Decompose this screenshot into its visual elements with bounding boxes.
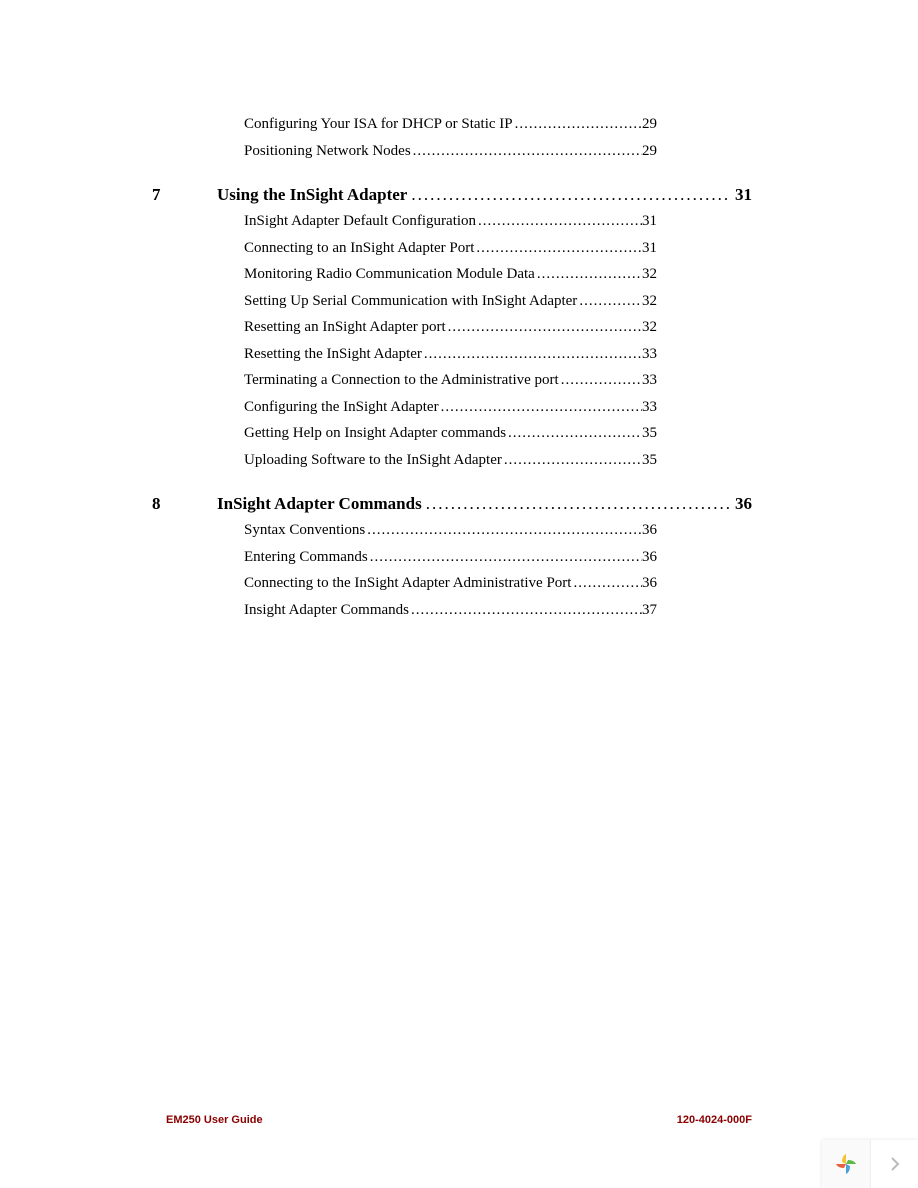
toc-chapter-title: Using the InSight Adapter: [217, 185, 407, 205]
toc-sub-title: Connecting to the InSight Adapter Admini…: [244, 574, 571, 594]
toc-chapter-title-wrap: Using the InSight Adapter ..............…: [217, 185, 752, 205]
toc-chapter-title-wrap: InSight Adapter Commands ...............…: [217, 494, 752, 514]
toc-sub-entry[interactable]: Resetting an InSight Adapter port ......…: [244, 318, 752, 338]
toc-chapter-row[interactable]: 8InSight Adapter Commands ..............…: [152, 494, 752, 514]
toc-sub-title: Resetting an InSight Adapter port: [244, 318, 446, 338]
toc-leader-dots: ........................................…: [422, 345, 642, 365]
toc-sub-page: 33: [642, 345, 752, 365]
toc-leader-dots: ........................................…: [439, 398, 642, 418]
toc-sub-page: 32: [642, 318, 752, 338]
toc-chapter-title: InSight Adapter Commands: [217, 494, 422, 514]
toc-sub-page: 32: [642, 292, 752, 312]
toc-chapter-number: 7: [152, 185, 217, 205]
toc-sub-entry[interactable]: Insight Adapter Commands ...............…: [244, 601, 752, 621]
toc-sub-title: Terminating a Connection to the Administ…: [244, 371, 559, 391]
toc-sub-entry[interactable]: Positioning Network Nodes ..............…: [244, 142, 752, 162]
toc-leader-dots: ........................................…: [368, 548, 642, 568]
toc-leader-dots: ........................................…: [535, 265, 642, 285]
toc-sub-page: 35: [642, 424, 752, 444]
toc-sub-page: 36: [642, 574, 752, 594]
toc-chapter-number: 8: [152, 494, 217, 514]
toc-sub-entry[interactable]: Connecting to an InSight Adapter Port ..…: [244, 239, 752, 259]
page-footer: EM250 User Guide 120-4024-000F: [166, 1114, 752, 1126]
toc-sub-entry[interactable]: InSight Adapter Default Configuration ..…: [244, 212, 752, 232]
toc-chapter-page: 36: [731, 494, 752, 514]
toc-sub-title: Setting Up Serial Communication with InS…: [244, 292, 577, 312]
intro-entries: Configuring Your ISA for DHCP or Static …: [152, 115, 752, 161]
toc-sub-entry[interactable]: Terminating a Connection to the Administ…: [244, 371, 752, 391]
toc-leader-dots: ........................................…: [365, 521, 642, 541]
toc-leader-dots: ........................................…: [577, 292, 642, 312]
toc-sub-entry[interactable]: Resetting the InSight Adapter ..........…: [244, 345, 752, 365]
toc-sub-page: 36: [642, 521, 752, 541]
toc-sub-entry[interactable]: Getting Help on Insight Adapter commands…: [244, 424, 752, 444]
toc-chapter: 7Using the InSight Adapter .............…: [152, 185, 752, 470]
toc-sub-title: Configuring the InSight Adapter: [244, 398, 439, 418]
toc-leader-dots: ........................................…: [407, 185, 731, 205]
toc-sub-page: 29: [642, 115, 752, 135]
toc-leader-dots: ........................................…: [422, 494, 731, 514]
toc-leader-dots: ........................................…: [513, 115, 642, 135]
toc-sub-entry[interactable]: Monitoring Radio Communication Module Da…: [244, 265, 752, 285]
toc-sub-entry[interactable]: Uploading Software to the InSight Adapte…: [244, 451, 752, 471]
toc-leader-dots: ........................................…: [559, 371, 642, 391]
toc-sub-title: Connecting to an InSight Adapter Port: [244, 239, 474, 259]
toc-sub-page: 37: [642, 601, 752, 621]
toc-sub-entry[interactable]: Configuring the InSight Adapter ........…: [244, 398, 752, 418]
toc-leader-dots: ........................................…: [502, 451, 642, 471]
toc-leader-dots: ........................................…: [411, 142, 642, 162]
toc-sub-title: Uploading Software to the InSight Adapte…: [244, 451, 502, 471]
toc-sub-page: 31: [642, 212, 752, 232]
toc-chapter-row[interactable]: 7Using the InSight Adapter .............…: [152, 185, 752, 205]
toc-sub-page: 29: [642, 142, 752, 162]
widget-next-icon[interactable]: [870, 1140, 918, 1188]
toc-sub-entry[interactable]: Setting Up Serial Communication with InS…: [244, 292, 752, 312]
toc-leader-dots: ........................................…: [571, 574, 642, 594]
toc-sub-title: Configuring Your ISA for DHCP or Static …: [244, 115, 513, 135]
toc-sub-page: 31: [642, 239, 752, 259]
toc-sub-page: 33: [642, 398, 752, 418]
toc-chapter: 8InSight Adapter Commands ..............…: [152, 494, 752, 620]
toc-sub-entry[interactable]: Entering Commands ......................…: [244, 548, 752, 568]
toc-sub-title: Monitoring Radio Communication Module Da…: [244, 265, 535, 285]
toc-content: Configuring Your ISA for DHCP or Static …: [152, 108, 752, 628]
toc-chapter-page: 31: [731, 185, 752, 205]
toc-sub-page: 33: [642, 371, 752, 391]
toc-sub-title: Resetting the InSight Adapter: [244, 345, 422, 365]
toc-sub-entry[interactable]: Syntax Conventions .....................…: [244, 521, 752, 541]
toc-sub-page: 35: [642, 451, 752, 471]
toc-sub-title: Insight Adapter Commands: [244, 601, 409, 621]
widget-logo-icon[interactable]: [822, 1140, 870, 1188]
toc-sub-title: Syntax Conventions: [244, 521, 365, 541]
toc-leader-dots: ........................................…: [409, 601, 642, 621]
toc-leader-dots: ........................................…: [446, 318, 642, 338]
toc-leader-dots: ........................................…: [506, 424, 642, 444]
toc-sub-entry[interactable]: Connecting to the InSight Adapter Admini…: [244, 574, 752, 594]
footer-left: EM250 User Guide: [166, 1114, 263, 1126]
toc-leader-dots: ........................................…: [474, 239, 642, 259]
toc-sub-title: InSight Adapter Default Configuration: [244, 212, 476, 232]
bottom-widget: [822, 1140, 918, 1188]
toc-sub-page: 36: [642, 548, 752, 568]
toc-sub-title: Entering Commands: [244, 548, 368, 568]
toc-sub-page: 32: [642, 265, 752, 285]
toc-leader-dots: ........................................…: [476, 212, 642, 232]
chapters: 7Using the InSight Adapter .............…: [152, 185, 752, 620]
toc-sub-title: Positioning Network Nodes: [244, 142, 411, 162]
toc-sub-entry[interactable]: Configuring Your ISA for DHCP or Static …: [244, 115, 752, 135]
toc-sub-title: Getting Help on Insight Adapter commands: [244, 424, 506, 444]
footer-right: 120-4024-000F: [677, 1114, 752, 1126]
